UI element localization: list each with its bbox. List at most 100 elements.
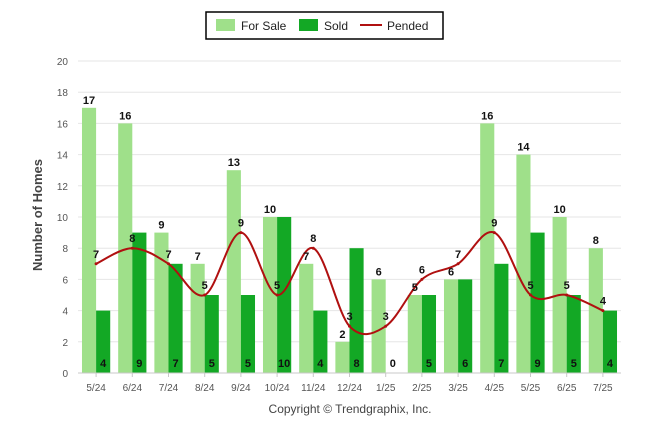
pended-point: [601, 309, 605, 313]
bar-sold: [313, 310, 328, 373]
y-tick-label: 18: [57, 88, 69, 99]
label-sold: 5: [426, 358, 432, 370]
x-tick-label: 1/25: [376, 383, 396, 394]
label-sold: 4: [607, 358, 614, 370]
legend-for-sale-label: For Sale: [241, 19, 287, 33]
bar-for-sale: [407, 295, 422, 373]
label-pended: 8: [129, 233, 135, 245]
pended-line: [95, 231, 604, 335]
label-pended: 8: [310, 233, 316, 245]
bar-for-sale: [443, 279, 459, 373]
label-sold: 5: [209, 358, 215, 370]
label-sold: 4: [317, 358, 324, 370]
bar-for-sale: [480, 123, 495, 374]
label-for-sale: 13: [228, 157, 240, 169]
label-for-sale: 16: [481, 110, 493, 122]
label-for-sale: 5: [412, 282, 418, 294]
label-pended: 4: [600, 296, 607, 308]
y-tick-label: 6: [62, 275, 68, 286]
bar-for-sale: [588, 248, 603, 373]
label-pended: 3: [346, 311, 352, 323]
pended-point: [275, 293, 279, 297]
x-tick-label: 8/24: [195, 383, 215, 394]
bar-sold: [204, 295, 219, 373]
x-tick-label: 5/24: [86, 383, 106, 394]
label-pended: 5: [274, 280, 280, 292]
x-tick-label: 5/25: [521, 383, 541, 394]
legend-for-sale-swatch: [216, 19, 235, 31]
bar-sold: [240, 295, 256, 373]
bar-for-sale: [262, 217, 278, 373]
bar-sold: [277, 217, 292, 373]
x-tick-label: 7/24: [159, 383, 179, 394]
pended-point: [348, 324, 351, 328]
label-for-sale: 7: [195, 251, 201, 263]
bar-sold: [132, 232, 147, 373]
x-tick-label: 3/25: [448, 383, 468, 394]
x-tick-label: 12/24: [337, 383, 362, 394]
label-sold: 5: [245, 358, 251, 370]
y-tick-label: 2: [62, 338, 68, 349]
label-pended: 7: [165, 249, 171, 261]
label-for-sale: 14: [517, 142, 530, 154]
pended-point: [130, 246, 134, 250]
pended-point: [94, 262, 98, 266]
label-for-sale: 2: [339, 329, 345, 341]
label-for-sale: 8: [593, 235, 599, 247]
label-for-sale: 6: [448, 266, 454, 278]
bar-sold: [458, 279, 473, 373]
label-for-sale: 16: [119, 110, 131, 122]
pended-point: [456, 262, 460, 266]
bar-sold: [494, 263, 509, 373]
bar-for-sale: [81, 107, 97, 374]
y-tick-label: 10: [57, 213, 69, 224]
x-tick-label: 10/24: [265, 383, 290, 394]
x-tick-label: 11/24: [301, 383, 326, 394]
bar-for-sale: [516, 154, 531, 373]
bar-for-sale: [335, 341, 350, 373]
bar-sold: [421, 295, 437, 373]
label-sold: 9: [136, 358, 142, 370]
y-tick-label: 14: [57, 151, 69, 162]
label-for-sale: 17: [83, 95, 95, 107]
pended-point: [420, 277, 424, 281]
bar-for-sale: [154, 232, 169, 373]
bar-sold: [349, 248, 364, 373]
y-tick-label: 20: [57, 57, 69, 68]
bar-sold: [168, 263, 183, 373]
pended-point: [565, 293, 569, 297]
label-sold: 0: [390, 358, 396, 370]
legend-sold-label: Sold: [324, 19, 348, 33]
y-tick-label: 8: [62, 244, 68, 255]
label-for-sale: 10: [264, 204, 276, 216]
label-sold: 7: [172, 358, 178, 370]
y-tick-label: 4: [62, 307, 68, 318]
y-tick-label: 12: [57, 182, 69, 193]
x-tick-label: 9/24: [231, 383, 251, 394]
label-for-sale: 10: [554, 204, 566, 216]
label-sold: 8: [353, 358, 359, 370]
x-tick-label: 6/25: [557, 383, 577, 394]
label-sold: 6: [462, 358, 468, 370]
label-sold: 4: [100, 358, 107, 370]
bar-for-sale: [371, 279, 386, 373]
label-pended: 9: [238, 218, 244, 230]
label-for-sale: 7: [303, 251, 309, 263]
bar-for-sale: [299, 263, 314, 373]
legend[interactable]: For Sale Sold Pended: [205, 11, 444, 40]
bars: [81, 107, 618, 374]
y-axis-label: Number of Homes: [30, 159, 45, 271]
label-sold: 5: [571, 358, 577, 370]
bar-for-sale: [118, 123, 133, 374]
label-sold: 10: [278, 358, 290, 370]
label-for-sale: 6: [376, 266, 382, 278]
label-pended: 7: [93, 249, 99, 261]
x-tick-label: 7/25: [593, 383, 613, 394]
x-tick-label: 4/25: [485, 383, 505, 394]
label-for-sale: 9: [158, 220, 164, 232]
label-pended: 5: [564, 280, 570, 292]
copyright-footer: Copyright © Trendgraphix, Inc.: [269, 402, 432, 416]
legend-box: [205, 11, 444, 40]
